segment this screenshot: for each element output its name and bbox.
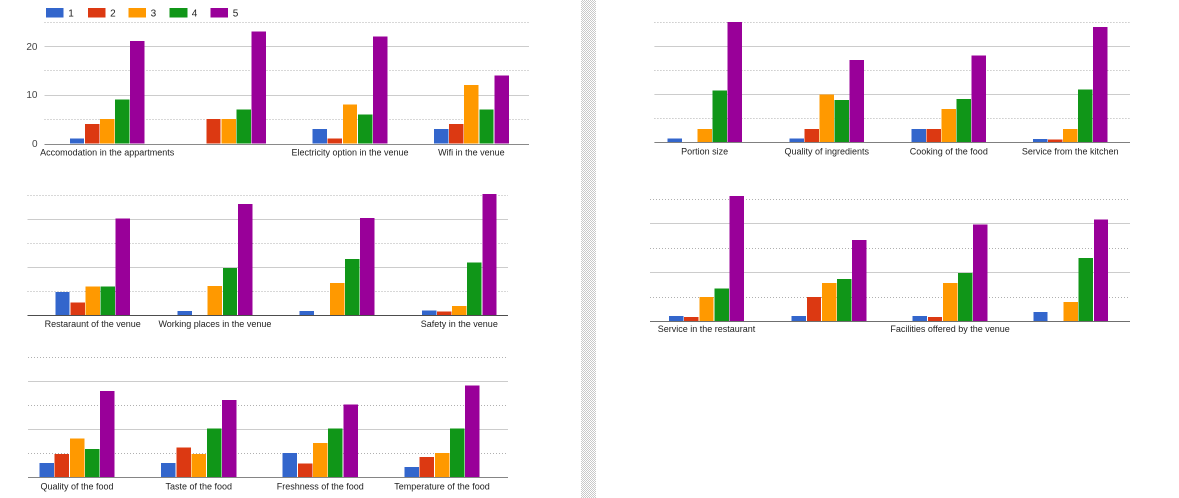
svg-text:Cooking of the food: Cooking of the food [910,146,988,156]
svg-text:2: 2 [110,9,116,20]
svg-text:Service from the kitchen: Service from the kitchen [1022,146,1119,156]
svg-text:20: 20 [26,42,38,53]
svg-text:Taste of the food: Taste of the food [166,482,233,492]
svg-text:Freshness of the food: Freshness of the food [277,482,364,492]
svg-text:Temperature of the food: Temperature of the food [394,482,490,492]
svg-text:Quality of the food: Quality of the food [40,482,113,492]
svg-text:5: 5 [233,9,239,20]
svg-text:Portion size: Portion size [681,146,728,156]
svg-text:Accomodation in the appartment: Accomodation in the appartments [40,148,175,158]
svg-text:10: 10 [26,90,38,101]
svg-text:Safety in the venue: Safety in the venue [421,319,498,329]
svg-text:Working places in the venue: Working places in the venue [158,319,271,329]
svg-text:Restaraunt of the venue: Restaraunt of the venue [45,319,141,329]
svg-text:Electricity option in the venu: Electricity option in the venue [291,148,408,158]
svg-text:Quality of ingredients: Quality of ingredients [785,146,870,156]
svg-text:0: 0 [32,139,38,150]
svg-text:1: 1 [68,9,74,20]
svg-text:Service in the restaurant: Service in the restaurant [658,324,756,334]
svg-text:Facilities offered by the venu: Facilities offered by the venue [890,324,1009,334]
svg-text:4: 4 [192,9,198,20]
svg-text:Wifi in the venue: Wifi in the venue [438,148,505,158]
svg-text:3: 3 [151,9,157,20]
